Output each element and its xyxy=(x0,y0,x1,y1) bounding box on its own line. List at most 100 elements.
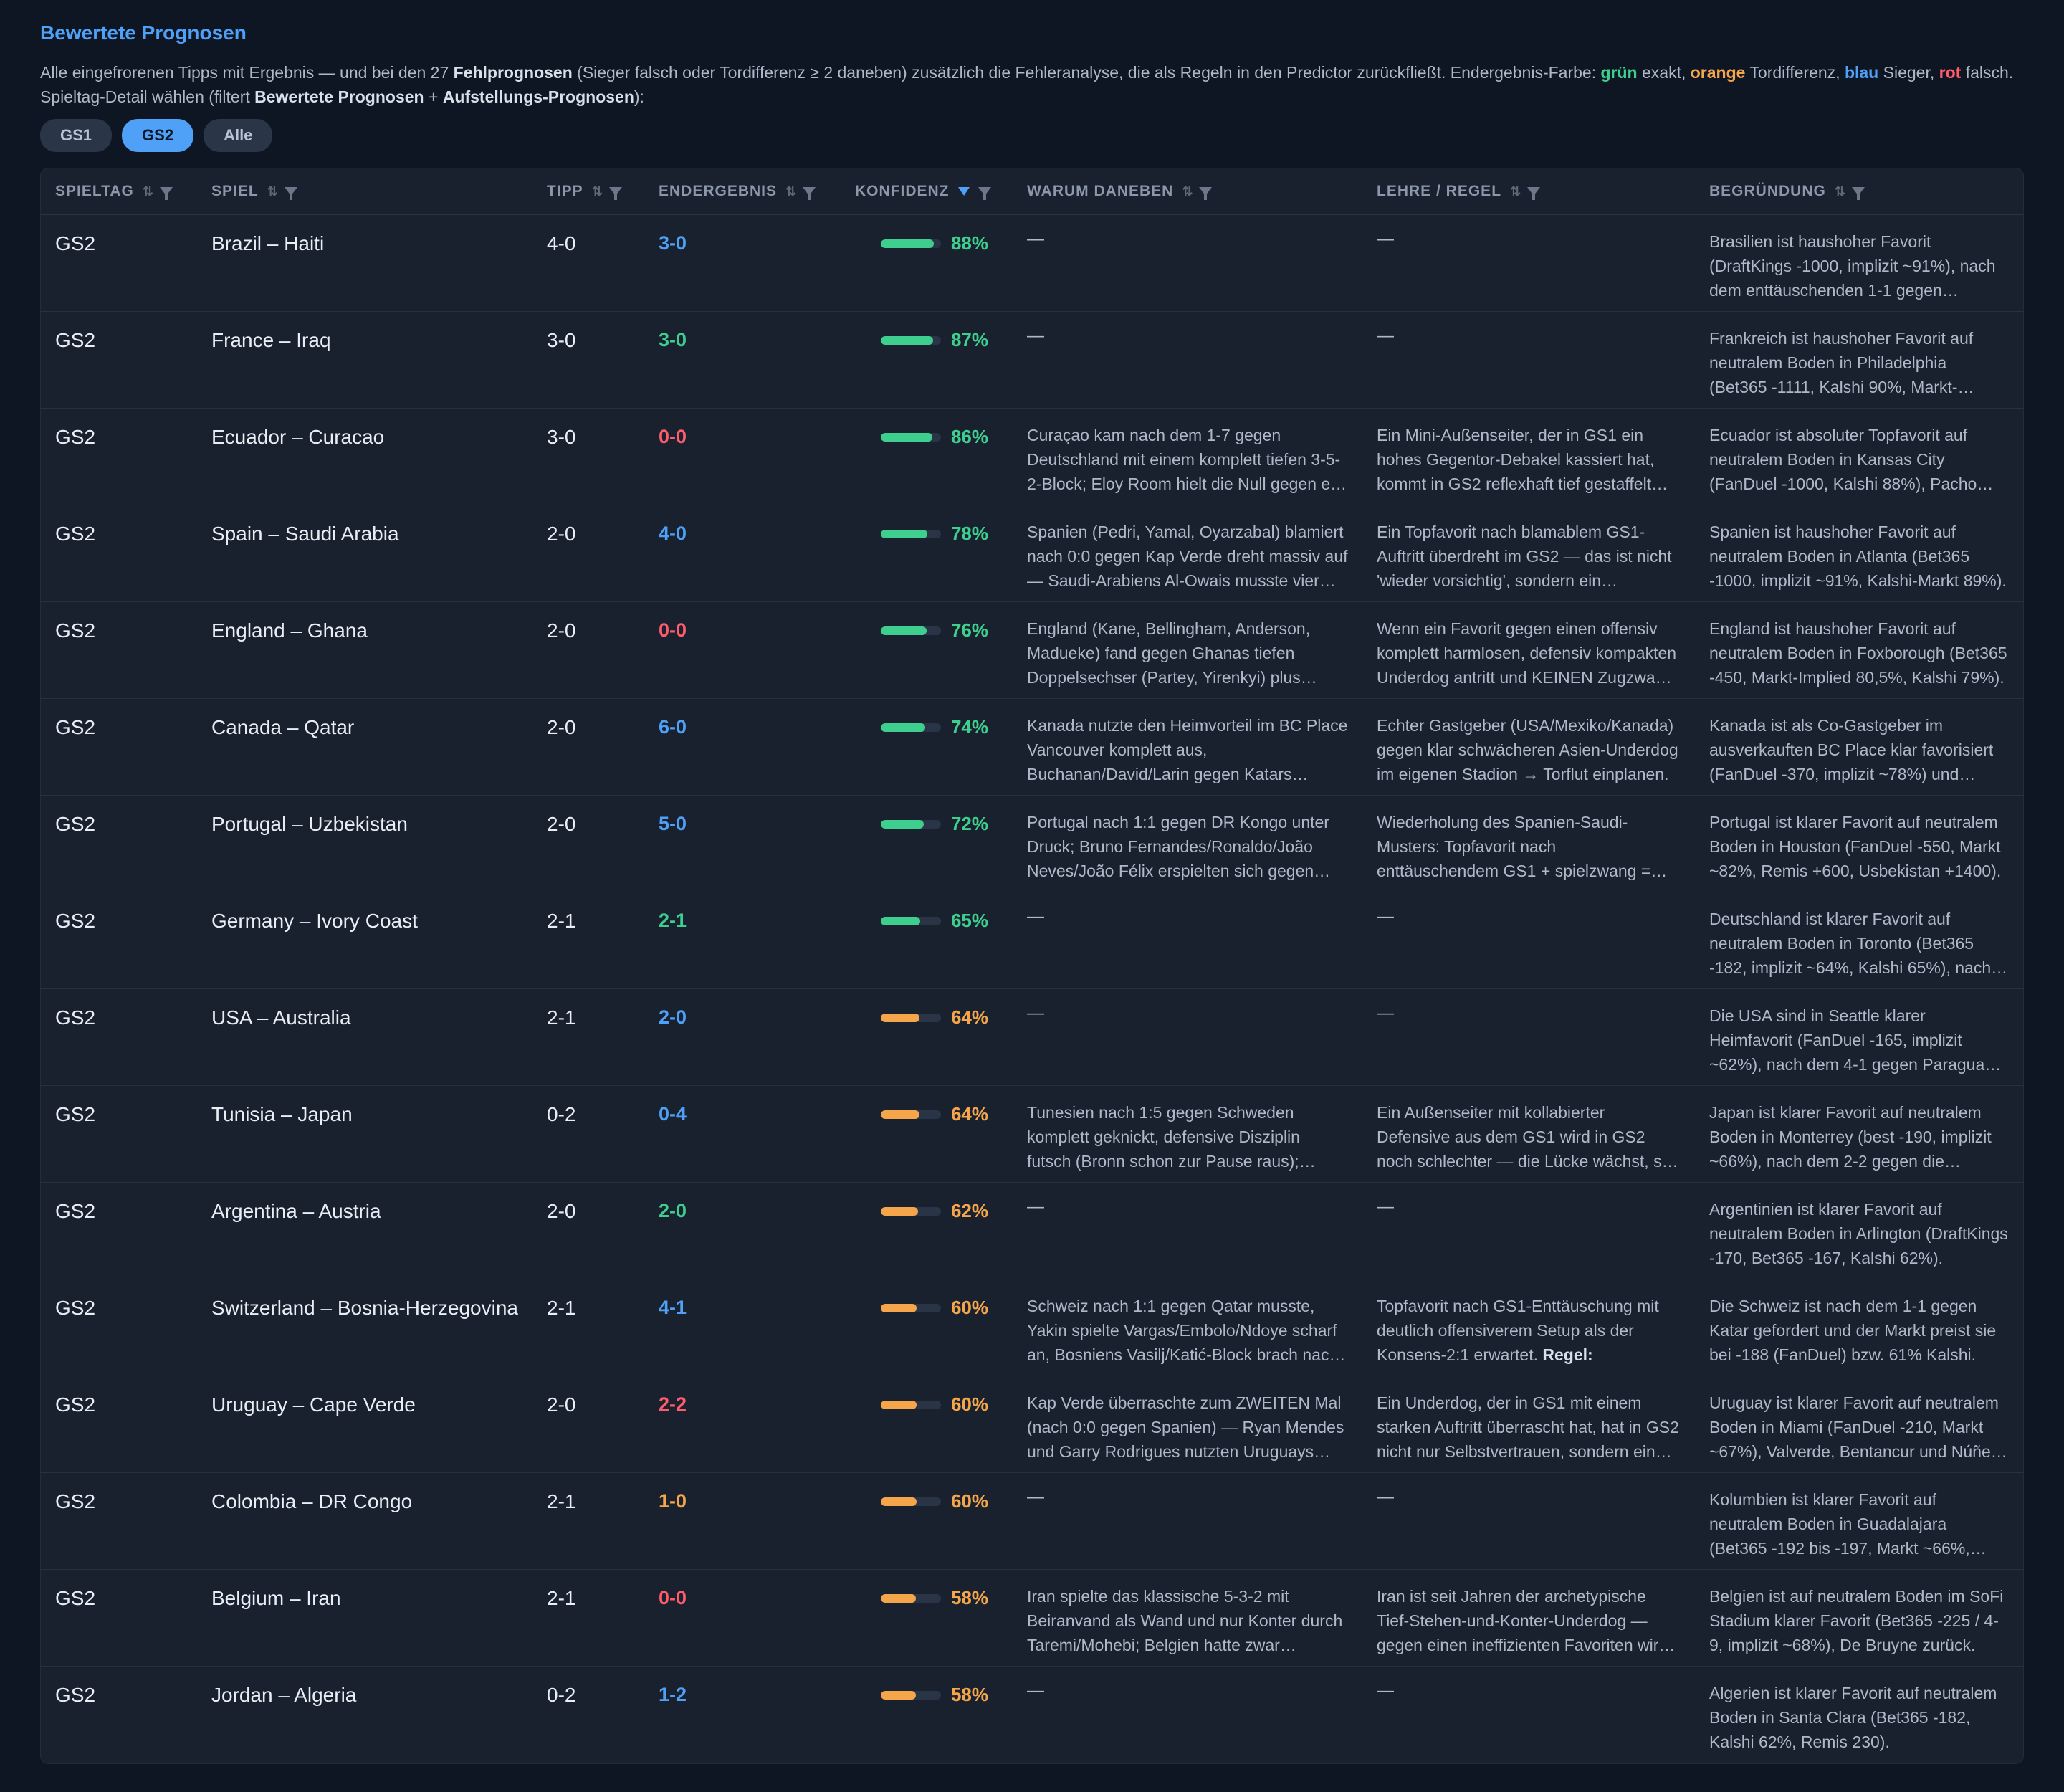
spieltag-cell: GS2 xyxy=(55,232,96,254)
page-title: Bewertete Prognosen xyxy=(40,22,247,44)
warum-daneben-cell-text: Curaçao kam nach dem 1-7 gegen Deutschla… xyxy=(1027,426,1344,493)
table-row[interactable]: GS2 Switzerland – Bosnia-Herzegovina 2-1 4-… xyxy=(41,1279,2023,1376)
konfidenz-value: 88% xyxy=(950,232,988,254)
table-row[interactable]: GS2 Jordan – Algeria 0-2 1-2 58% — — Algerien i… xyxy=(41,1667,2023,1763)
konfidenz-bar xyxy=(880,239,941,248)
lehre-regel-cell: — xyxy=(1362,989,1695,1085)
warum-daneben-cell-text: England (Kane, Bellingham, Anderson, Mad… xyxy=(1027,619,1311,687)
konfidenz-cell: 87% xyxy=(841,312,1013,408)
begruendung-cell: Japan ist klarer Favorit auf neutralem B… xyxy=(1695,1086,2023,1182)
filter-icon[interactable] xyxy=(1527,187,1541,200)
sort-icon[interactable]: ⇅ xyxy=(785,184,796,199)
filter-icon[interactable] xyxy=(803,187,816,200)
table-row[interactable]: GS2 Germany – Ivory Coast 2-1 2-1 65% — — Deuts… xyxy=(41,892,2023,989)
table-row[interactable]: GS2 Colombia – DR Congo 2-1 1-0 60% — — Kolumbi… xyxy=(41,1473,2023,1570)
warum-daneben-cell-text: — xyxy=(1027,229,1044,249)
konfidenz-bar-fill xyxy=(880,1401,917,1409)
table-row[interactable]: GS2 Canada – Qatar 2-0 6-0 74% Kanada nutzte … xyxy=(41,699,2023,796)
table-row[interactable]: GS2 Ecuador – Curacao 3-0 0-0 86% Curaçao kam… xyxy=(41,409,2023,505)
table-row[interactable]: GS2 France – Iraq 3-0 3-0 87% — — Frankreich is… xyxy=(41,312,2023,409)
konfidenz-bar-fill xyxy=(880,1304,917,1312)
filter-icon[interactable] xyxy=(1851,187,1865,200)
lehre-regel-cell-text: Ein Topfavorit nach blamablem GS1-Auftri… xyxy=(1377,523,1672,590)
konfidenz-value: 87% xyxy=(950,329,988,351)
table-row[interactable]: GS2 Belgium – Iran 2-1 0-0 58% Iran spielte d… xyxy=(41,1570,2023,1667)
warum-daneben-cell-text: — xyxy=(1027,1197,1044,1216)
endergebnis-cell: 0-0 xyxy=(659,619,687,641)
table-row[interactable]: GS2 England – Ghana 2-0 0-0 76% England (Kane… xyxy=(41,602,2023,699)
konfidenz-bar-fill xyxy=(880,820,924,829)
filter-alle-button[interactable]: Alle xyxy=(204,119,273,152)
warum-daneben-cell: Schweiz nach 1:1 gegen Qatar musste, Yak… xyxy=(1013,1279,1362,1376)
column-spiel[interactable]: SPIEL ⇅ xyxy=(197,183,532,200)
konfidenz-bar-fill xyxy=(880,1594,916,1603)
column-begruendung[interactable]: BEGRÜNDUNG ⇅ xyxy=(1695,183,2023,200)
konfidenz-bar xyxy=(880,1207,941,1216)
sort-icon[interactable]: ⇅ xyxy=(1510,184,1521,199)
column-tipp[interactable]: TIPP ⇅ xyxy=(532,183,644,200)
endergebnis-cell: 2-0 xyxy=(659,1006,687,1028)
column-konfidenz[interactable]: KONFIDENZ xyxy=(841,183,1013,200)
filter-icon[interactable] xyxy=(1199,187,1213,200)
warum-daneben-cell: — xyxy=(1013,892,1362,988)
lehre-regel-cell: — xyxy=(1362,1183,1695,1279)
konfidenz-value: 65% xyxy=(950,910,988,931)
filter-icon[interactable] xyxy=(608,187,622,200)
warum-daneben-cell-text: — xyxy=(1027,1004,1044,1023)
spiel-cell: England – Ghana xyxy=(211,619,368,642)
konfidenz-bar-fill xyxy=(880,1497,917,1506)
filter-icon[interactable] xyxy=(160,187,173,200)
table-row[interactable]: GS2 USA – Australia 2-1 2-0 64% — — Die USA sin… xyxy=(41,989,2023,1086)
konfidenz-bar xyxy=(880,917,941,925)
lehre-regel-cell-text: Ein Underdog, der in GS1 mit einem stark… xyxy=(1377,1393,1679,1461)
spieltag-cell: GS2 xyxy=(55,1297,96,1319)
endergebnis-cell: 3-0 xyxy=(659,232,687,254)
endergebnis-cell: 0-0 xyxy=(659,1587,687,1608)
table-row[interactable]: GS2 Uruguay – Cape Verde 2-0 2-2 60% Kap Verd… xyxy=(41,1376,2023,1473)
filter-gs1-button[interactable]: GS1 xyxy=(40,119,113,152)
tipp-cell: 0-2 xyxy=(547,1103,576,1125)
spieltag-cell: GS2 xyxy=(55,910,96,932)
tipp-cell: 2-0 xyxy=(547,523,576,545)
konfidenz-value: 58% xyxy=(950,1684,988,1705)
filter-gs2-button[interactable]: GS2 xyxy=(122,119,194,152)
tipp-cell: 2-0 xyxy=(547,813,576,835)
column-warum-daneben[interactable]: WARUM DANEBEN ⇅ xyxy=(1013,183,1362,200)
sort-icon[interactable]: ⇅ xyxy=(267,184,278,199)
sort-icon[interactable]: ⇅ xyxy=(142,184,153,199)
begruendung-cell: Kolumbien ist klarer Favorit auf neutral… xyxy=(1695,1473,2023,1569)
sort-desc-icon[interactable] xyxy=(957,187,970,196)
spiel-cell: Germany – Ivory Coast xyxy=(211,910,418,932)
konfidenz-bar xyxy=(880,1401,941,1409)
sort-icon[interactable]: ⇅ xyxy=(1834,184,1845,199)
filter-icon[interactable] xyxy=(284,187,297,200)
table-row[interactable]: GS2 Argentina – Austria 2-0 2-0 62% — — Argenti… xyxy=(41,1183,2023,1279)
sort-icon[interactable]: ⇅ xyxy=(591,184,603,199)
prognosen-table: SPIELTAG ⇅ SPIEL ⇅ TIPP ⇅ ENDERGEBNIS ⇅ KONF… xyxy=(40,168,2024,1764)
spieltag-filter: GS1 GS2 Alle xyxy=(40,119,2024,152)
table-row[interactable]: GS2 Spain – Saudi Arabia 2-0 4-0 78% Spanien … xyxy=(41,505,2023,602)
table-row[interactable]: GS2 Tunisia – Japan 0-2 0-4 64% Tunesien nach… xyxy=(41,1086,2023,1183)
table-row[interactable]: GS2 Brazil – Haiti 4-0 3-0 88% — — Brasilien is… xyxy=(41,215,2023,312)
konfidenz-bar-fill xyxy=(880,1691,916,1700)
column-lehre-regel[interactable]: LEHRE / REGEL ⇅ xyxy=(1362,183,1695,200)
filter-icon[interactable] xyxy=(978,187,991,200)
warum-daneben-cell-text: Schweiz nach 1:1 gegen Qatar musste, Yak… xyxy=(1027,1297,1339,1364)
lehre-regel-cell-text: — xyxy=(1377,1197,1394,1216)
konfidenz-cell: 78% xyxy=(841,505,1013,601)
spieltag-cell: GS2 xyxy=(55,1393,96,1416)
table-row[interactable]: GS2 Portugal – Uzbekistan 2-0 5-0 72% Portuga… xyxy=(41,796,2023,892)
konfidenz-bar-fill xyxy=(880,626,927,635)
konfidenz-cell: 60% xyxy=(841,1279,1013,1376)
konfidenz-value: 78% xyxy=(950,523,988,544)
begruendung-cell: Argentinien ist klarer Favorit auf neutr… xyxy=(1695,1183,2023,1279)
warum-daneben-cell: Iran spielte das klassische 5-3-2 mit Be… xyxy=(1013,1570,1362,1666)
konfidenz-bar xyxy=(880,1304,941,1312)
spiel-cell: Tunisia – Japan xyxy=(211,1103,353,1125)
column-endergebnis[interactable]: ENDERGEBNIS ⇅ xyxy=(644,183,841,200)
detail-hint: Spieltag-Detail wählen (filtert Bewertet… xyxy=(40,87,644,106)
konfidenz-bar-fill xyxy=(880,1207,919,1216)
sort-icon[interactable]: ⇅ xyxy=(1182,184,1193,199)
column-spieltag[interactable]: SPIELTAG ⇅ xyxy=(41,183,197,200)
spieltag-cell: GS2 xyxy=(55,813,96,835)
